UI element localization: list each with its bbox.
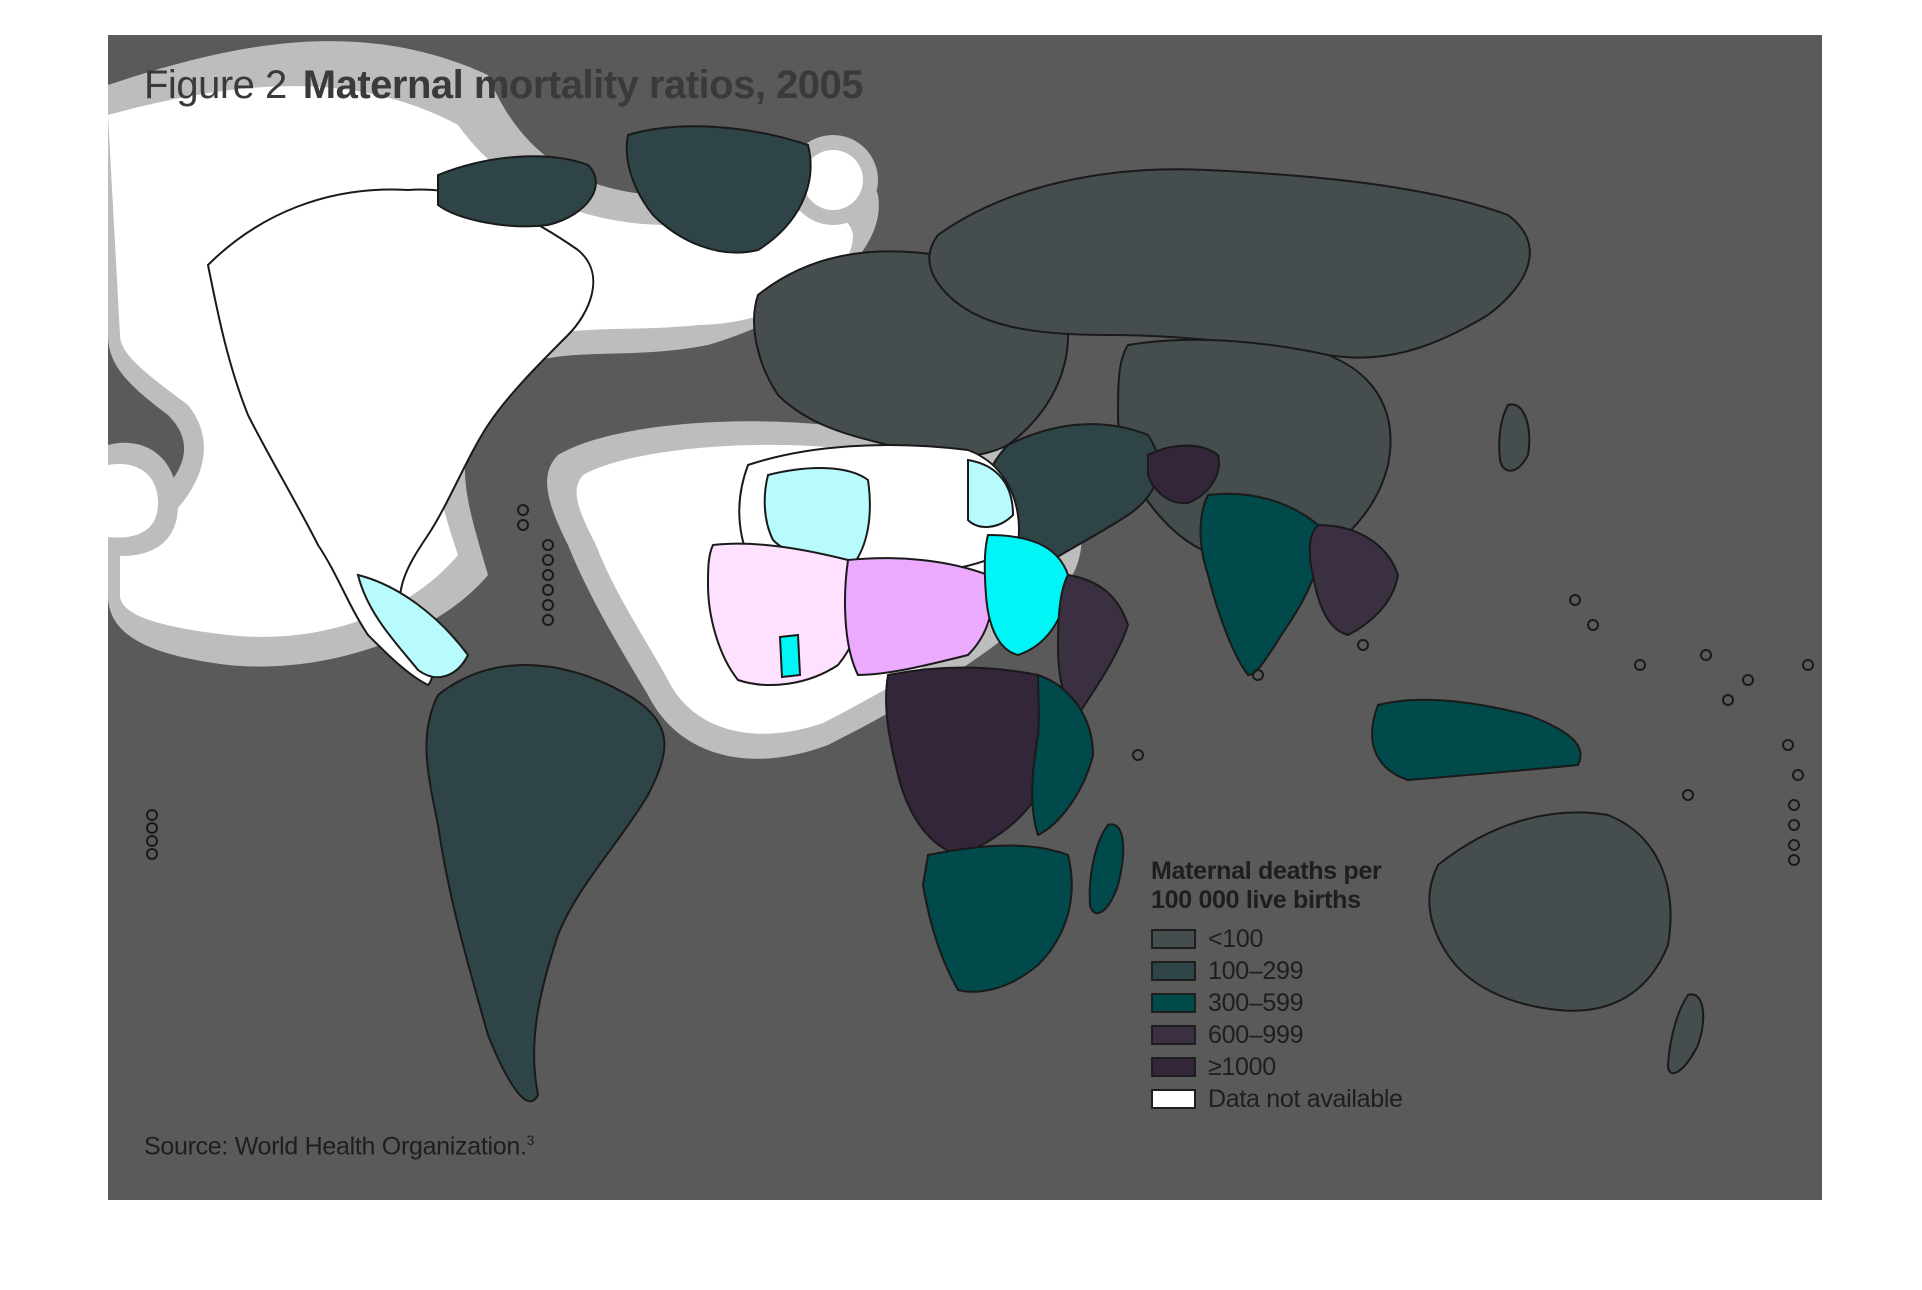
source-note: Source: World Health Organization.3 xyxy=(144,1132,534,1161)
legend-item: Data not available xyxy=(1151,1083,1411,1115)
region-greenland xyxy=(625,125,812,254)
legend-label: 600–999 xyxy=(1208,1020,1304,1049)
region-egypt xyxy=(967,458,1015,528)
legend-item: 100–299 xyxy=(1151,955,1411,987)
region-madagascar xyxy=(1088,823,1125,915)
region-central-america xyxy=(356,573,470,679)
region-arctic-islands xyxy=(437,155,597,228)
figure-title: Figure 2 Maternal mortality ratios, 2005 xyxy=(144,63,864,108)
region-japan xyxy=(1498,403,1531,472)
legend-item: 300–599 xyxy=(1151,987,1411,1019)
region-south-america xyxy=(425,664,666,1103)
region-afghanistan xyxy=(1147,444,1220,505)
region-australia xyxy=(1428,811,1672,1012)
legend: Maternal deaths per 100 000 live births … xyxy=(1151,857,1411,1115)
world-map xyxy=(108,41,1814,1103)
legend-label: 300–599 xyxy=(1208,988,1304,1017)
legend-item: ≥1000 xyxy=(1151,1051,1411,1083)
source-footnote: 3 xyxy=(526,1132,535,1148)
legend-label: <100 xyxy=(1208,924,1264,953)
legend-swatch xyxy=(1151,929,1196,949)
legend-swatch xyxy=(1151,1089,1196,1109)
legend-label: ≥1000 xyxy=(1208,1052,1276,1081)
source-text: Source: World Health Organization. xyxy=(144,1132,527,1161)
region-sahel xyxy=(844,557,993,677)
region-east-africa xyxy=(1031,673,1095,837)
legend-title: Maternal deaths per 100 000 live births xyxy=(1151,857,1382,914)
region-southeast-asia xyxy=(1308,523,1400,637)
legend-item: 600–999 xyxy=(1151,1019,1411,1051)
region-indonesia xyxy=(1371,698,1582,782)
legend-swatch xyxy=(1151,1057,1196,1077)
region-central-africa xyxy=(885,666,1054,857)
region-new-zealand xyxy=(1666,993,1705,1075)
legend-item: <100 xyxy=(1151,923,1411,955)
region-west-africa xyxy=(706,542,862,686)
legend-swatch xyxy=(1151,1025,1196,1045)
map-figure: Figure 2 Maternal mortality ratios, 2005 … xyxy=(108,35,1822,1200)
legend-label: Data not available xyxy=(1208,1084,1403,1113)
region-sudan xyxy=(983,533,1070,657)
legend-swatch xyxy=(1151,961,1196,981)
figure-title-text: Maternal mortality ratios, 2005 xyxy=(302,63,864,107)
figure-label: Figure 2 xyxy=(144,63,287,107)
region-ghana xyxy=(778,633,802,679)
legend-swatch xyxy=(1151,993,1196,1013)
region-india xyxy=(1199,492,1322,677)
island-markers xyxy=(146,504,1814,866)
region-southern-africa xyxy=(921,844,1073,993)
legend-label: 100–299 xyxy=(1208,956,1304,985)
region-russia xyxy=(928,168,1531,359)
